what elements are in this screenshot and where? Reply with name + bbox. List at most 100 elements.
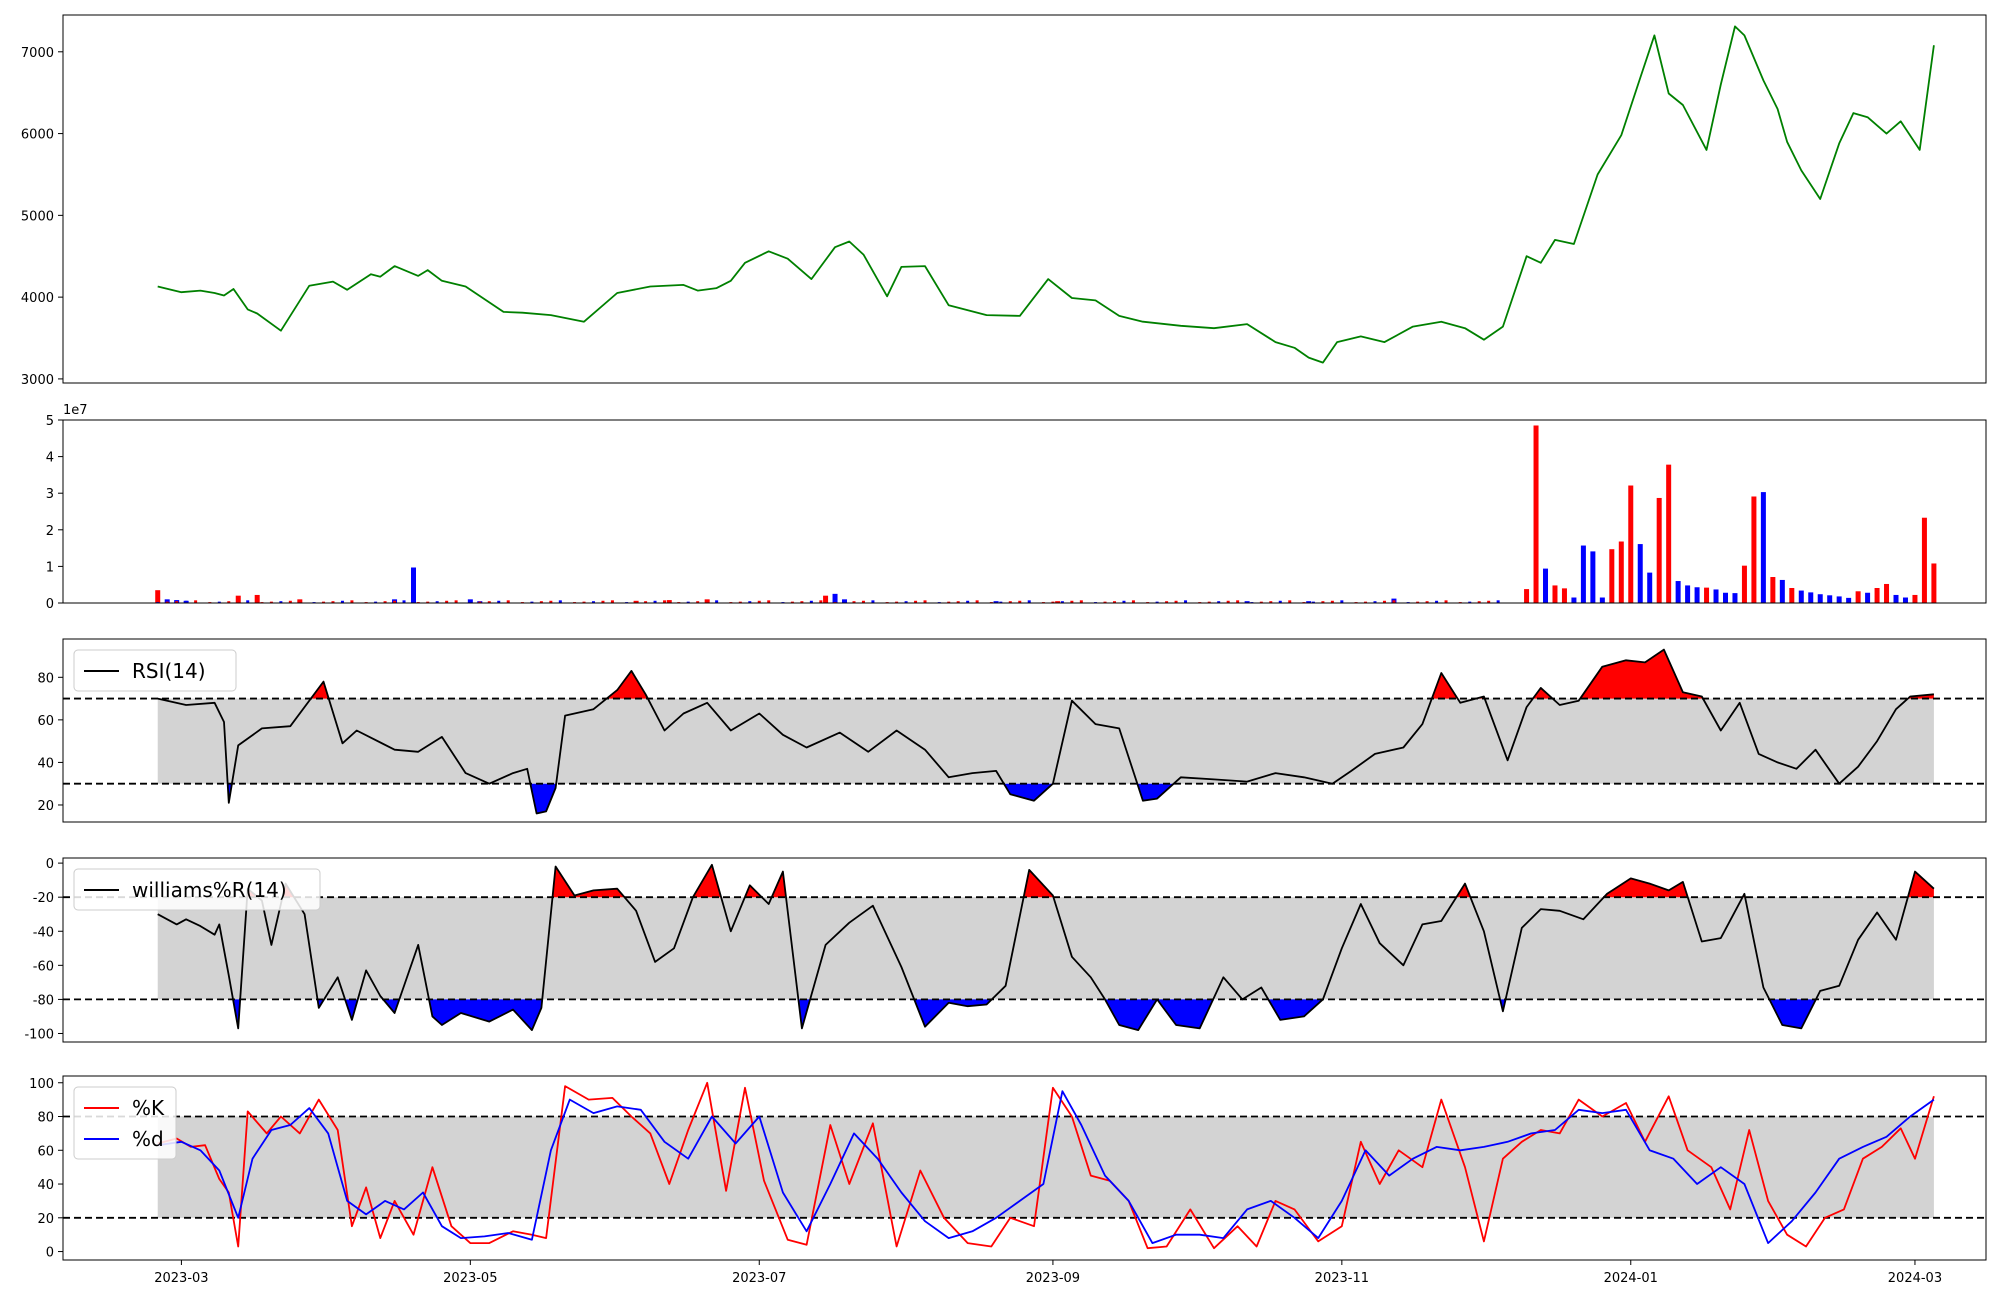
- y-tick-label: 60: [37, 1144, 54, 1159]
- volume-bar: [1798, 590, 1804, 603]
- volume-bar: [696, 601, 700, 603]
- k-line: [157, 1081, 1935, 1250]
- oversold-fill: [345, 999, 358, 1020]
- oversold-fill: [530, 783, 557, 814]
- volume-bar: [1122, 600, 1126, 603]
- volume-bar: [194, 600, 198, 603]
- volume-bar: [1207, 601, 1211, 603]
- volume-bar: [1008, 601, 1012, 603]
- volume-bar: [1051, 601, 1055, 603]
- volume-bar: [999, 601, 1003, 603]
- volume-bar: [235, 595, 241, 603]
- volume-bar: [1330, 600, 1334, 603]
- overbought-fill: [1456, 883, 1471, 898]
- volume-bar: [236, 600, 240, 603]
- y-tick-label: 80: [37, 1111, 54, 1126]
- volume-bar: [1647, 572, 1653, 603]
- volume-bar: [966, 600, 970, 603]
- y-tick-label: 4: [46, 451, 54, 466]
- volume-bar: [269, 601, 273, 603]
- volume-bar: [279, 601, 283, 603]
- volume-bar: [1817, 594, 1823, 603]
- x-tick-label: 2024-03: [1888, 1271, 1942, 1286]
- volume-bar: [402, 600, 406, 603]
- volume-bar: [1808, 592, 1814, 603]
- volume-bar: [1760, 492, 1766, 603]
- y-tick-label: 0: [46, 1246, 54, 1261]
- volume-bar: [1416, 601, 1420, 603]
- d-line: [157, 1090, 1935, 1244]
- y-tick-label: 100: [29, 1077, 54, 1092]
- williams-frame: [62, 857, 1987, 1043]
- volume-bar: [506, 600, 510, 603]
- volume-bar: [1155, 601, 1159, 603]
- volume-bar: [155, 590, 161, 603]
- volume-bar: [1018, 600, 1022, 603]
- volume-bar: [1321, 601, 1325, 603]
- volume-bar: [164, 599, 170, 603]
- y-tick-label: 40: [37, 1178, 54, 1193]
- overbought-fill: [1532, 687, 1553, 699]
- y-tick-label: 7000: [21, 46, 54, 61]
- volume-bar: [1382, 600, 1386, 603]
- x-tick-label: 2023-03: [154, 1271, 208, 1286]
- volume-bar: [1373, 601, 1377, 603]
- volume-bar: [705, 600, 709, 603]
- x-tick-label: 2024-01: [1604, 1271, 1658, 1286]
- y-tick-label: 60: [37, 714, 54, 729]
- volume-bar: [217, 601, 221, 603]
- volume-bar: [1055, 601, 1061, 603]
- x-tick-label: 2023-05: [443, 1271, 497, 1286]
- volume-bar: [184, 600, 188, 603]
- y-tick-label: 1: [46, 560, 54, 575]
- williams-line: [157, 863, 1935, 1031]
- volume-bar: [947, 601, 951, 603]
- band-fill: [157, 698, 1934, 784]
- volume-bar: [393, 600, 397, 603]
- volume-bar: [374, 601, 378, 603]
- volume-bar: [1079, 600, 1083, 603]
- volume-bar: [445, 600, 449, 603]
- volume-bar: [246, 600, 250, 603]
- volume-bar: [809, 600, 813, 603]
- volume-bar: [1732, 593, 1738, 603]
- volume-bar: [904, 601, 908, 603]
- volume-bar: [1741, 565, 1747, 603]
- legend-label: %K: [132, 1096, 165, 1120]
- volume-frame: [62, 419, 1987, 604]
- y-tick-label: 20: [37, 799, 54, 814]
- volume-bar: [1637, 544, 1643, 603]
- volume-bar: [1174, 600, 1178, 603]
- y-tick-label: 0: [46, 597, 54, 612]
- volume-bar: [1477, 601, 1481, 603]
- legend: RSI(14): [73, 649, 237, 692]
- volume-bar: [1392, 600, 1396, 603]
- volume-bar: [1628, 485, 1634, 603]
- volume-bar: [1552, 585, 1558, 603]
- legend-label: RSI(14): [132, 659, 206, 683]
- x-tick-label: 2023-07: [732, 1271, 786, 1286]
- volume-bar: [322, 601, 326, 603]
- volume-bar: [1704, 587, 1710, 603]
- volume-bar: [254, 594, 260, 603]
- volume-bar: [1779, 579, 1785, 603]
- volume-bar: [298, 600, 302, 603]
- volume-bar: [487, 601, 491, 603]
- y-tick-label: -100: [24, 1027, 54, 1042]
- volume-bar: [1524, 589, 1530, 603]
- volume-bar: [165, 601, 169, 603]
- volume-bar: [852, 601, 856, 603]
- overbought-fill: [1023, 869, 1054, 898]
- volume-bar: [601, 600, 605, 603]
- volume-bar: [582, 601, 586, 603]
- volume-bar: [426, 601, 430, 603]
- volume-bar: [993, 601, 999, 603]
- y-tick-label: -20: [33, 891, 54, 906]
- volume-bar: [748, 601, 752, 603]
- volume-bar: [1487, 600, 1491, 603]
- volume-bar: [1931, 563, 1937, 603]
- volume-bar: [1599, 597, 1605, 603]
- volume-bar: [539, 601, 543, 603]
- volume-bar: [1571, 597, 1577, 603]
- volume-bar: [1259, 601, 1263, 603]
